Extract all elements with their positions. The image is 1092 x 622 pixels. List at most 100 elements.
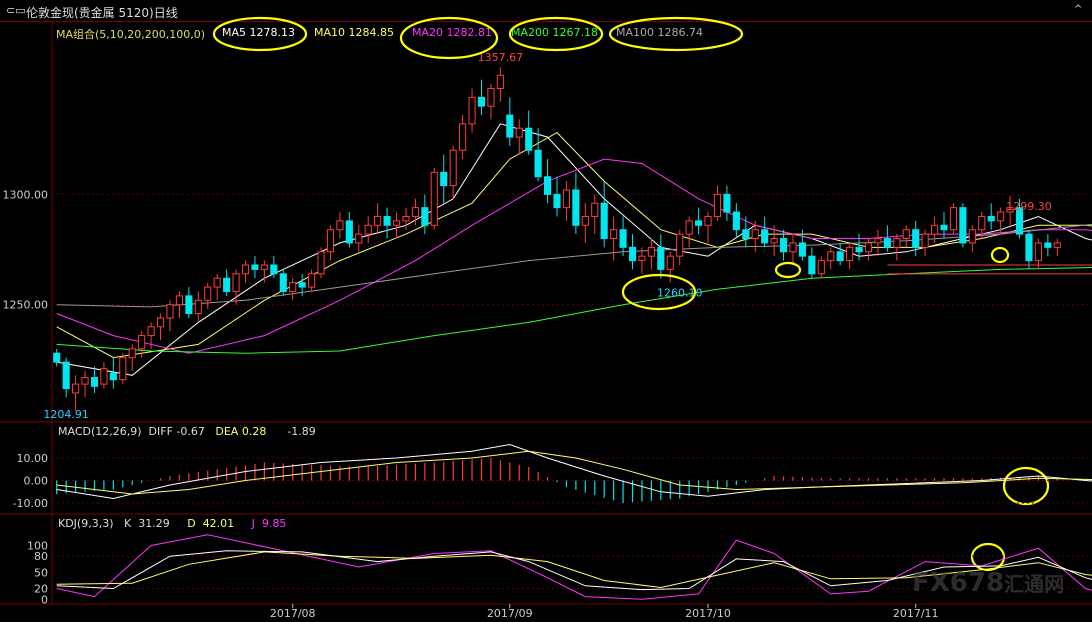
price-tick-label: 1250.00 [3, 299, 49, 312]
candle-body [657, 246, 665, 270]
candle-body [100, 368, 108, 385]
kdj-legend: KDJ(9,3,3) K 31.29 D 42.01 J 9.85 [58, 517, 287, 530]
macd-tick-label: 0.00 [24, 475, 49, 488]
candle-body [534, 149, 542, 178]
candle-body [864, 242, 873, 253]
candle-body [355, 233, 363, 244]
candle-body [997, 211, 1005, 222]
candle-body [855, 246, 863, 253]
candle-body [166, 304, 174, 319]
candle-body [487, 88, 495, 107]
candle-body [695, 220, 703, 226]
candle-body [959, 207, 967, 244]
candle-body [1053, 242, 1061, 248]
candle-body [468, 96, 476, 125]
ma-line-ma5 [56, 123, 1092, 376]
ma20-label: MA20 1282.81 [412, 26, 493, 39]
candle-body [147, 326, 155, 337]
candle-body [713, 193, 722, 217]
macd-legend: MACD(12,26,9) DIFF -0.67 DEA 0.28 -1.89 [58, 425, 316, 438]
candle-body [685, 220, 693, 235]
candle-body [364, 224, 372, 235]
time-tick-label: 2017/08 [270, 607, 316, 620]
candle-body [732, 211, 740, 231]
ma100-label: MA100 1286.74 [616, 26, 704, 39]
macd-tick-label: 10.00 [17, 452, 49, 465]
candle-body [968, 229, 976, 244]
candle-body [619, 229, 627, 248]
candle-body [496, 74, 504, 90]
candle-body [817, 260, 825, 275]
fx678-watermark: FX678汇通网 [912, 568, 1065, 598]
candle-body [270, 264, 278, 275]
candle-body [251, 264, 259, 270]
candle-body [921, 233, 929, 248]
ma-group-label: MA组合(5,10,20,200,100,0) [56, 28, 206, 41]
price-annotation: 1260.10 [657, 286, 703, 299]
time-tick-label: 2017/10 [685, 607, 731, 620]
candle-body [846, 246, 854, 262]
time-tick-label: 2017/11 [893, 607, 939, 620]
candle-body [156, 317, 165, 328]
candle-body [185, 295, 193, 315]
highlight-circle [990, 246, 1010, 264]
candle-body [940, 224, 948, 231]
candle-body [289, 282, 297, 292]
candle-body [81, 377, 89, 385]
ma-line-ma10 [56, 131, 1092, 359]
candle-body [109, 372, 117, 381]
candle-body [978, 215, 986, 231]
macd-dea-line [56, 450, 1092, 495]
kdj-tick-label: 0 [41, 593, 48, 606]
candle-body [194, 299, 202, 315]
candle-body [902, 229, 910, 240]
candle-body [543, 176, 552, 195]
candle-body [704, 215, 712, 226]
candle-body [572, 189, 580, 226]
candle-body [610, 229, 618, 240]
kdj-tick-label: 20 [34, 583, 48, 596]
candle-body [836, 251, 844, 262]
highlight-circle [621, 273, 697, 311]
chart-icon[interactable]: ⊂▭ [6, 4, 26, 17]
candle-body [374, 215, 382, 226]
candle-body [600, 202, 608, 240]
candle-body [515, 127, 523, 138]
candle-body [751, 229, 759, 240]
macd-tick-label: -10.00 [13, 497, 48, 510]
highlight-circle [774, 261, 802, 279]
candle-body [647, 246, 655, 257]
candle-body [553, 193, 561, 209]
candle-body [392, 220, 401, 226]
candle-body [1006, 207, 1014, 213]
ma-line-ma100 [56, 223, 1092, 308]
candle-body [827, 251, 835, 262]
collapse-icon[interactable]: ^ [1074, 4, 1083, 15]
candle-body [459, 123, 467, 151]
ma10-label: MA10 1284.85 [314, 26, 395, 39]
candle-body [119, 357, 127, 381]
candle-body [798, 242, 806, 257]
candle-body [779, 238, 788, 253]
candle-body [1034, 242, 1042, 262]
candle-body [638, 255, 646, 262]
candle-body [742, 229, 750, 240]
candle-body [383, 215, 391, 226]
candle-body [628, 246, 637, 262]
candle-body [326, 229, 335, 253]
candle-body [525, 127, 533, 151]
macd-diff-line [56, 443, 1092, 500]
candle-body [298, 282, 306, 288]
candle-body [260, 264, 268, 270]
price-annotation: 1299.30 [1006, 200, 1052, 213]
ma-line-ma200 [56, 266, 1092, 354]
candle-body [421, 207, 429, 226]
candle-body [90, 377, 99, 387]
candle-body [883, 238, 891, 248]
candle-body [53, 352, 61, 363]
candle-body [241, 264, 250, 275]
candle-body [912, 229, 920, 248]
candle-body [591, 202, 599, 217]
candle-body [72, 383, 80, 394]
